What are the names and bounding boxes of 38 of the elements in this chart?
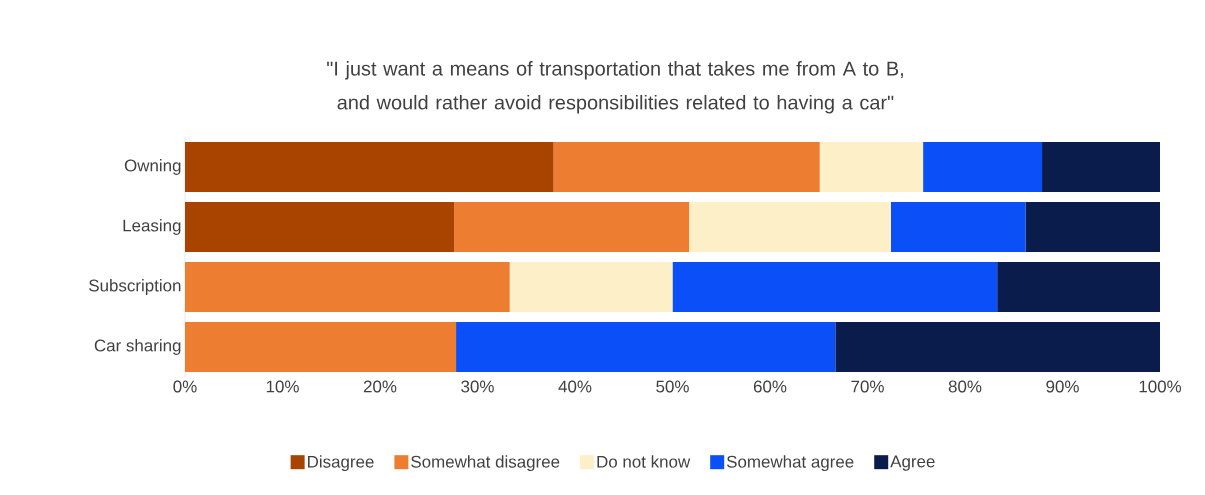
y-tick-label: Car sharing bbox=[94, 339, 181, 355]
chart-title: "I just want a means of transportation that takes me from A to B, and would rather avoid responsibilities related to having a car" bbox=[327, 61, 903, 114]
x-tick-label: 10% bbox=[266, 380, 299, 393]
legend-label: Somewhat disagree bbox=[411, 455, 560, 472]
y-tick-label: Subscription bbox=[89, 279, 181, 295]
bar bbox=[1025, 201, 1161, 252]
legend-label: Do not know bbox=[597, 455, 691, 468]
x-tick-label: 60% bbox=[753, 380, 787, 393]
x-tick-label: 80% bbox=[948, 380, 982, 393]
legend-label: Disagree bbox=[308, 455, 374, 472]
x-tick-label: 30% bbox=[461, 380, 494, 393]
bar bbox=[456, 321, 836, 372]
bar bbox=[819, 141, 924, 192]
bar bbox=[1042, 141, 1161, 192]
legend-label: Somewhat agree bbox=[726, 455, 854, 472]
bar bbox=[835, 321, 1161, 372]
bar bbox=[454, 201, 690, 252]
x-tick-label: 100% bbox=[1139, 380, 1182, 393]
bar bbox=[923, 141, 1043, 192]
bar bbox=[185, 201, 455, 252]
x-tick-label: 0% bbox=[173, 380, 197, 393]
x-tick-label: 20% bbox=[363, 380, 397, 393]
y-tick-label: Owning bbox=[124, 159, 181, 175]
bar bbox=[553, 141, 820, 192]
legend-label: Agree bbox=[890, 455, 935, 471]
x-tick-label: 40% bbox=[558, 380, 592, 393]
bar bbox=[997, 261, 1161, 312]
x-tick-label: 90% bbox=[1046, 380, 1079, 393]
bar bbox=[689, 201, 891, 252]
bar bbox=[509, 261, 673, 312]
bar bbox=[185, 141, 554, 192]
bar bbox=[890, 201, 1026, 252]
x-tick-label: 70% bbox=[851, 380, 884, 393]
x-tick-label: 50% bbox=[656, 380, 689, 393]
bar bbox=[185, 321, 457, 372]
bar bbox=[185, 261, 510, 312]
bar bbox=[672, 261, 998, 312]
y-tick-label: Leasing bbox=[123, 219, 181, 235]
